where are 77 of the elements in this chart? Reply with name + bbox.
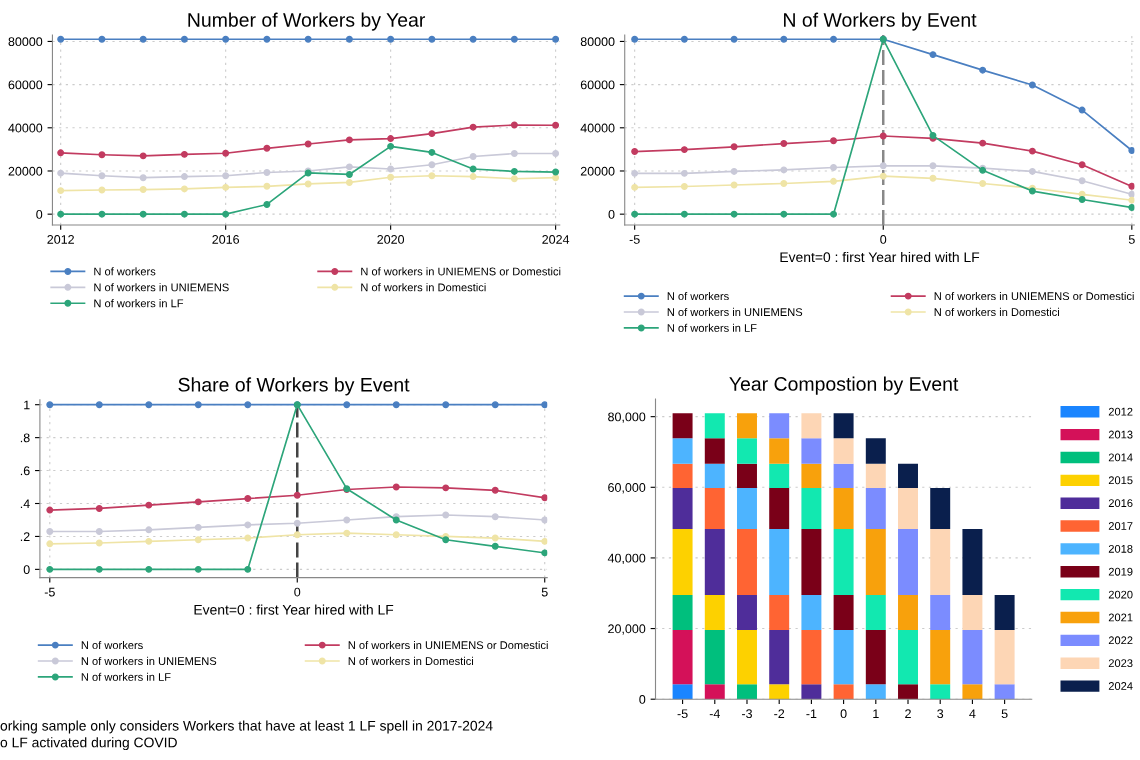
y-tick-label: 60,000: [608, 483, 646, 494]
legend-label: N of workers: [667, 291, 729, 301]
x-tick-label: 5: [1001, 709, 1008, 719]
x-tick-label: 3: [937, 709, 944, 719]
x-tick-label: 1: [873, 709, 879, 718]
x-tick-label: -5: [629, 235, 640, 244]
y-tick-label: .8: [20, 433, 30, 443]
y-tick-label: 80000: [8, 37, 43, 47]
legend-label: N of workers in Domestici: [934, 307, 1059, 317]
text: orking sample only considers Workers that have at least 1 LF spell in 2017-2024: [0, 720, 493, 734]
text: o LF activated during COVID: [0, 737, 177, 751]
legend-label: N of workers in Domestici: [361, 283, 486, 292]
x-tick-label: 2: [905, 709, 911, 718]
x-tick-label: 5: [541, 587, 548, 597]
legend-label: 2012: [1108, 407, 1133, 416]
y-tick-label: 60000: [8, 80, 43, 90]
y-tick-label: 20000: [580, 166, 615, 176]
x-tick-label: -4: [709, 709, 720, 718]
legend-label: 2016: [1108, 499, 1133, 508]
y-tick-label: 0: [608, 209, 615, 219]
legend-label: N of workers in UNIEMENS or Domestici: [361, 267, 561, 276]
legend-label: N of workers in UNIEMENS: [667, 307, 803, 317]
legend-label: 2023: [1108, 659, 1133, 668]
y-tick-label: 0: [639, 695, 646, 704]
x-tick-label: -5: [44, 587, 55, 597]
legend-label: 2022: [1108, 636, 1133, 645]
chart-title: Year Compostion by Event: [729, 376, 959, 395]
legend-label: N of workers in LF: [81, 672, 171, 681]
x-tick-label: -2: [774, 709, 785, 718]
legend-label: 2017: [1108, 522, 1133, 530]
y-tick-label: .4: [20, 499, 30, 509]
legend-label: N of workers: [94, 267, 156, 276]
y-tick-label: .2: [20, 532, 30, 541]
x-axis-title: Event=0 : first Year hired with LF: [780, 251, 980, 263]
legend-label: 2019: [1108, 567, 1133, 576]
legend-label: N of workers in Domestici: [348, 656, 474, 666]
chart-title: N of Workers by Event: [784, 12, 977, 31]
legend-label: 2013: [1108, 430, 1133, 439]
legend-label: N of workers in LF: [667, 323, 757, 332]
y-tick-label: 40000: [8, 123, 43, 133]
legend-label: N of workers: [81, 640, 143, 650]
legend-label: N of workers in UNIEMENS: [94, 283, 229, 292]
x-tick-label: 2012: [47, 235, 74, 244]
x-tick-label: 4: [969, 709, 976, 718]
x-tick-label: 2016: [212, 235, 240, 244]
x-tick-label: 0: [840, 709, 847, 719]
legend-label: 2018: [1108, 544, 1133, 553]
y-tick-label: .6: [20, 466, 30, 476]
y-tick-label: 80,000: [608, 412, 646, 423]
legend-label: N of workers in UNIEMENS: [81, 656, 217, 666]
legend-label: 2014: [1108, 453, 1133, 462]
y-tick-label: 40,000: [607, 553, 646, 565]
x-tick-label: -1: [806, 709, 817, 718]
x-tick-label: 2020: [377, 235, 405, 244]
x-tick-label: 0: [294, 587, 301, 597]
x-tick-label: 2024: [542, 235, 570, 244]
y-tick-label: 1: [24, 400, 30, 410]
legend-label: 2015: [1108, 476, 1133, 485]
x-tick-label: 5: [1128, 235, 1135, 244]
y-tick-label: 0: [23, 565, 30, 575]
y-tick-label: 0: [36, 209, 43, 219]
y-tick-label: 80000: [580, 37, 615, 47]
legend-label: N of workers in LF: [94, 299, 184, 308]
y-tick-label: 40000: [580, 123, 615, 133]
x-tick-label: -5: [677, 709, 688, 719]
x-tick-label: 0: [880, 235, 887, 244]
x-axis-title: Event=0 : first Year hired with LF: [194, 604, 394, 615]
x-tick-label: -3: [741, 709, 752, 719]
legend-label: 2021: [1108, 613, 1133, 622]
legend-label: N of workers in UNIEMENS or Domestici: [934, 291, 1134, 301]
legend-label: 2024: [1108, 682, 1133, 690]
y-tick-label: 20,000: [608, 624, 646, 635]
y-tick-label: 60000: [580, 80, 615, 90]
chart-title: Number of Workers by Year: [188, 12, 426, 31]
legend-label: N of workers in UNIEMENS or Domestici: [348, 640, 548, 650]
y-tick-label: 20000: [8, 166, 43, 176]
chart-title: Share of Workers by Event: [178, 377, 410, 396]
